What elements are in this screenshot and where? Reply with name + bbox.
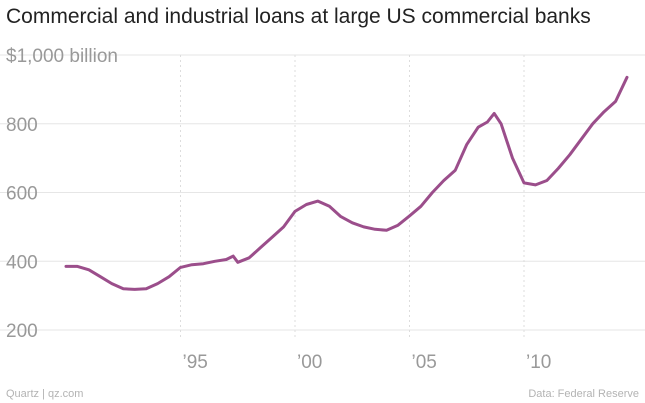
y-tick-label-400: 400 — [6, 252, 38, 273]
y-tick-label-200: 200 — [6, 321, 38, 342]
x-tick-label-1995: ’95 — [183, 352, 208, 373]
x-tick-label-2000: ’00 — [297, 352, 322, 373]
source-credit: Quartz | qz.com — [6, 388, 84, 400]
grid-lines — [0, 54, 645, 340]
axis-labels: $1,000 billion 800 600 400 200 ’95 ’00 ’05 ’10 — [6, 46, 551, 373]
y-tick-label-800: 800 — [6, 115, 38, 136]
chart-title: Commercial and industrial loans at large… — [6, 5, 591, 28]
y-axis-unit-label: $1,000 billion — [6, 46, 118, 67]
series-layer — [64, 75, 629, 291]
x-tick-label-2005: ’05 — [412, 352, 437, 373]
data-source: Data: Federal Reserve — [528, 388, 639, 400]
x-tick-label-2010: ’10 — [526, 352, 551, 373]
y-tick-label-600: 600 — [6, 184, 38, 205]
series-line-0 — [64, 75, 629, 291]
